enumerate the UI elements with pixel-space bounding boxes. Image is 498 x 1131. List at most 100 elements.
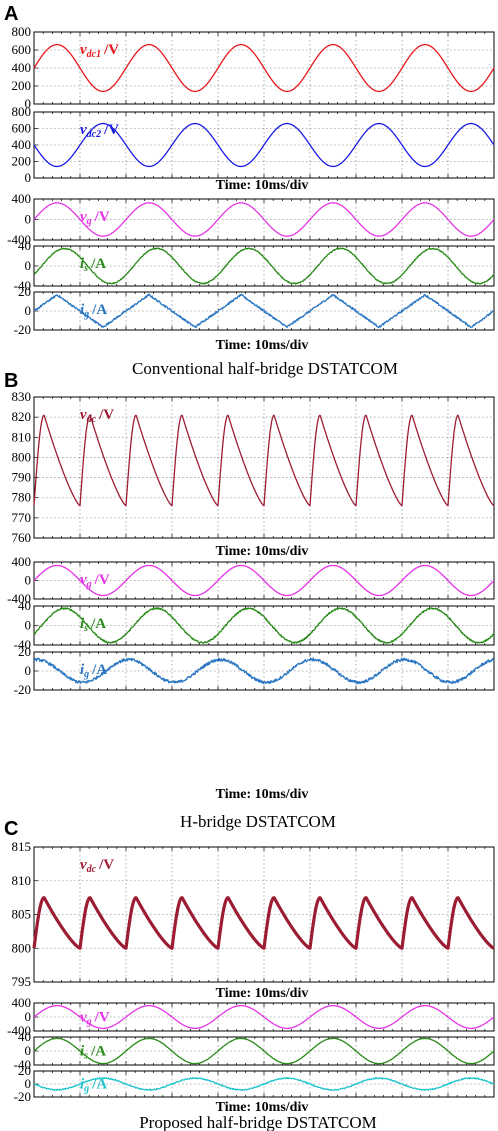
time-label-c1: Time: 10ms/div [216, 986, 309, 1001]
series-line [33, 607, 495, 644]
series-line [32, 896, 496, 950]
y-tick-label: -20 [14, 1089, 31, 1104]
y-tick-label: 0 [25, 663, 32, 678]
series-line [33, 1037, 495, 1065]
y-tick-label: -400 [7, 1023, 31, 1038]
series-label: is/A [80, 616, 106, 634]
plot-panels: 0200400600800vdc1/V0200400600800vdc2/V-4… [7, 24, 496, 1104]
y-tick-label: 0 [25, 96, 32, 111]
y-tick-label: 0 [25, 212, 32, 227]
series-line [33, 1004, 495, 1030]
y-tick-label: 800 [12, 104, 32, 119]
y-tick-label: 760 [12, 530, 32, 545]
y-tick-label: -40 [14, 637, 31, 652]
y-tick-label: 0 [25, 1076, 32, 1091]
plot-b-i-s: -40 0 40 is/A [14, 598, 495, 652]
y-tick-label: 830 [12, 389, 32, 404]
series-label: is/A [80, 256, 106, 274]
series-label: vg/V [80, 572, 110, 590]
y-tick-label: -40 [14, 1057, 31, 1072]
y-tick-label: 400 [12, 60, 32, 75]
y-tick-label: 0 [25, 618, 32, 633]
plot-b-v-g: -400 0 400 vg/V [7, 554, 495, 606]
y-tick-label: 20 [18, 284, 31, 299]
y-tick-label: 0 [25, 258, 32, 273]
y-tick-label: 0 [25, 303, 32, 318]
series-line [33, 564, 495, 597]
y-tick-label: 40 [18, 238, 31, 253]
panel-letter-c: C [4, 818, 18, 840]
series-line [33, 122, 495, 168]
plot-b-v-dc: 760 770 780 790 800 810 820 830 vdc/V [12, 389, 495, 545]
plot-c-v-dc: 795 800 805 810 815 vdc/V [12, 839, 496, 989]
y-tick-label: 400 [12, 995, 32, 1010]
y-tick-label: 0 [25, 1009, 32, 1024]
y-tick-label: 600 [12, 121, 32, 136]
series-label: ig/A [80, 1077, 107, 1095]
y-tick-label: 810 [12, 429, 32, 444]
series-line [33, 43, 495, 93]
series-label: ig/A [80, 302, 107, 320]
time-label-b1: Time: 10ms/div [216, 544, 309, 559]
plot-b-i-g: -20 0 20 ig/A [14, 644, 495, 697]
y-tick-label: 800 [12, 24, 32, 39]
y-tick-label: 200 [12, 154, 32, 169]
plot-a-i-s: -40 0 40 is/A [14, 238, 495, 293]
y-tick-label: 0 [25, 573, 32, 588]
caption-c: Proposed half-bridge DSTATCOM [139, 1113, 377, 1131]
series-label: vdc1/V [80, 42, 119, 60]
time-label-b2: Time: 10ms/div [216, 787, 309, 802]
y-tick-label: 600 [12, 42, 32, 57]
series-line [33, 202, 495, 237]
series-label: vg/V [80, 1010, 110, 1028]
y-tick-label: 770 [12, 510, 32, 525]
time-label-c2: Time: 10ms/div [216, 1100, 309, 1115]
y-tick-label: -400 [7, 232, 31, 247]
time-label-a2: Time: 10ms/div [216, 338, 309, 353]
series-label: ig/A [80, 662, 107, 680]
plot-a-v-dc1: 0 200 400 600 800 vdc1/V [12, 24, 495, 111]
series-line [33, 414, 495, 507]
series-label: vdc/V [80, 407, 114, 425]
y-tick-label: 780 [12, 490, 32, 505]
y-tick-label: 0 [25, 170, 32, 185]
y-tick-label: 40 [18, 598, 31, 613]
y-tick-label: 40 [18, 1029, 31, 1044]
y-tick-label: 820 [12, 409, 32, 424]
y-tick-label: 790 [12, 470, 32, 485]
y-tick-label: 0 [25, 1043, 32, 1058]
series-label: vdc2/V [80, 122, 119, 140]
y-tick-label: 20 [18, 644, 31, 659]
y-tick-label: 400 [12, 554, 32, 569]
panel-letter-b: B [4, 370, 18, 392]
y-tick-label: 400 [12, 191, 32, 206]
y-tick-label: 805 [12, 907, 32, 922]
y-tick-label: -20 [14, 322, 31, 337]
y-tick-label: 20 [18, 1063, 31, 1078]
y-tick-label: 800 [12, 940, 32, 955]
series-label: is/A [80, 1044, 106, 1062]
plot-a-i-g: -20 0 20 ig/A [14, 284, 495, 337]
y-tick-label: 800 [12, 449, 32, 464]
caption-b: H-bridge DSTATCOM [180, 812, 336, 831]
panel-letter-a: A [4, 3, 18, 25]
y-tick-label: 200 [12, 78, 32, 93]
y-tick-label: 810 [12, 873, 32, 888]
series-label: vg/V [80, 209, 110, 227]
caption-a: Conventional half-bridge DSTATCOM [132, 359, 398, 378]
series-label: vdc/V [80, 857, 114, 875]
plot-a-v-g: -400 0 400 vg/V [7, 191, 495, 247]
series-line [33, 657, 495, 685]
y-tick-label: -400 [7, 591, 31, 606]
y-tick-label: 815 [12, 839, 32, 854]
y-tick-label: 795 [12, 974, 32, 989]
y-tick-label: -40 [14, 278, 31, 293]
time-label-a1: Time: 10ms/div [216, 178, 309, 193]
y-tick-label: -20 [14, 682, 31, 697]
series-line [33, 247, 495, 285]
